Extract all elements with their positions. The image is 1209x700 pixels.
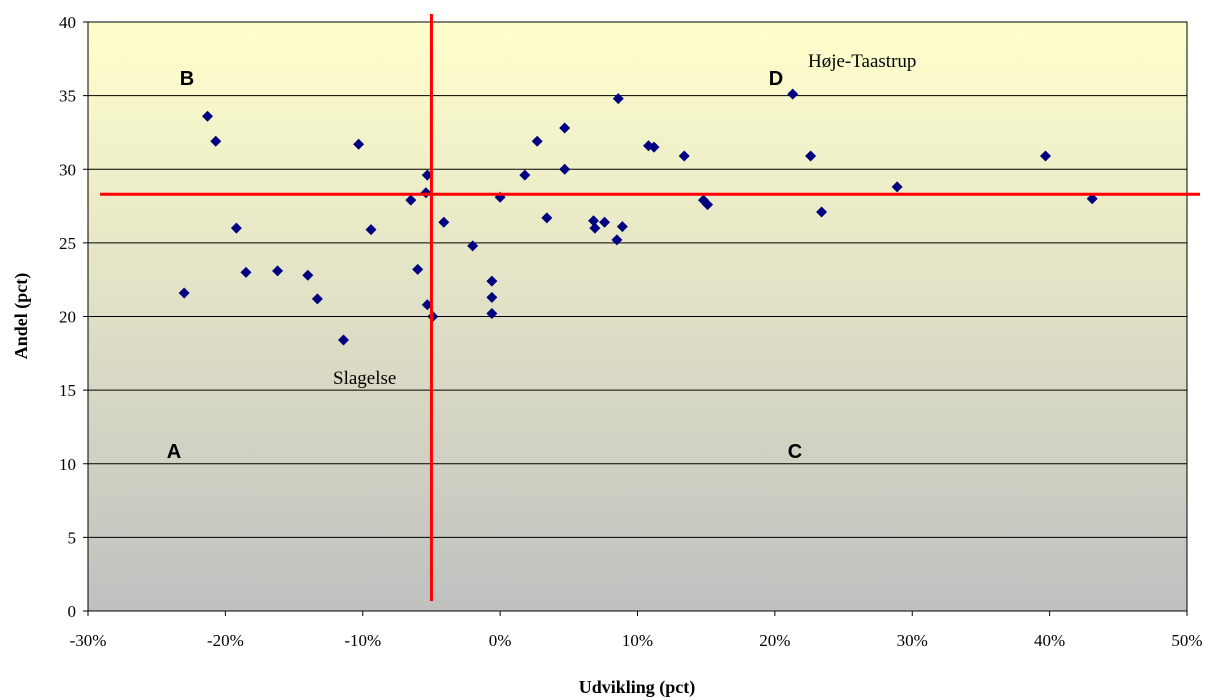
x-tick-label: -30% bbox=[70, 631, 107, 650]
y-tick-label: 40 bbox=[59, 13, 76, 32]
data-point bbox=[486, 308, 498, 320]
data-point bbox=[559, 122, 571, 134]
quadrant-label-a: A bbox=[167, 441, 181, 463]
data-point bbox=[599, 216, 611, 228]
quadrant-label-d: D bbox=[769, 68, 783, 90]
x-tick-label: -20% bbox=[207, 631, 244, 650]
data-point bbox=[338, 334, 350, 346]
data-point bbox=[678, 150, 690, 162]
data-point bbox=[559, 163, 571, 175]
data-point bbox=[541, 212, 553, 224]
data-points bbox=[178, 88, 1098, 346]
data-point bbox=[891, 181, 903, 193]
y-tick-label: 15 bbox=[59, 381, 76, 400]
data-point bbox=[611, 234, 623, 246]
data-point bbox=[805, 150, 817, 162]
y-tick-label: 25 bbox=[59, 234, 76, 253]
data-point bbox=[202, 110, 214, 122]
data-point bbox=[589, 222, 601, 234]
y-tick-label: 20 bbox=[59, 308, 76, 327]
y-tick-label: 10 bbox=[59, 455, 76, 474]
data-point bbox=[467, 240, 479, 252]
data-point bbox=[405, 194, 417, 206]
data-point bbox=[210, 135, 222, 147]
x-tick-label: 0% bbox=[489, 631, 512, 650]
x-tick-label: -10% bbox=[344, 631, 381, 650]
data-point bbox=[787, 88, 799, 100]
data-point bbox=[230, 222, 242, 234]
y-tick-label: 5 bbox=[68, 528, 77, 547]
data-point bbox=[178, 287, 190, 299]
data-point bbox=[412, 263, 424, 275]
annotation-slagelse: Slagelse bbox=[333, 368, 396, 389]
grid-lines bbox=[88, 95, 1187, 538]
data-point bbox=[365, 224, 377, 236]
data-point bbox=[1086, 193, 1098, 205]
data-point bbox=[272, 265, 284, 277]
data-point bbox=[311, 293, 323, 305]
data-point bbox=[486, 275, 498, 287]
x-axis-ticks: -30% -20% -10% 0% 10% 20% 30% 40% 50% bbox=[70, 611, 1203, 650]
x-tick-label: 40% bbox=[1034, 631, 1065, 650]
data-point bbox=[486, 291, 498, 303]
data-point bbox=[702, 199, 714, 211]
data-point bbox=[240, 266, 252, 278]
x-axis-title: Udvikling (pct) bbox=[579, 677, 696, 698]
quadrant-label-b: B bbox=[180, 68, 194, 90]
annotation-hoeje-taastrup: Høje-Taastrup bbox=[808, 51, 916, 72]
y-tick-label: 0 bbox=[68, 602, 77, 621]
x-tick-label: 30% bbox=[897, 631, 928, 650]
data-point bbox=[531, 135, 543, 147]
x-tick-label: 50% bbox=[1171, 631, 1202, 650]
data-point bbox=[816, 206, 828, 218]
y-tick-label: 35 bbox=[59, 87, 76, 106]
data-point bbox=[519, 169, 531, 181]
data-point bbox=[302, 269, 314, 281]
y-tick-label: 30 bbox=[59, 160, 76, 179]
data-point bbox=[438, 216, 450, 228]
data-point bbox=[616, 221, 628, 233]
y-axis-ticks: 0 5 10 15 20 25 30 35 40 bbox=[59, 13, 88, 621]
data-point bbox=[612, 93, 624, 105]
x-tick-label: 20% bbox=[759, 631, 790, 650]
data-point bbox=[648, 141, 660, 153]
data-point bbox=[353, 138, 365, 150]
data-point bbox=[1040, 150, 1052, 162]
quadrant-label-c: C bbox=[788, 441, 802, 463]
data-point bbox=[588, 215, 600, 227]
y-axis-title: Andel (pct) bbox=[11, 273, 32, 360]
x-tick-label: 10% bbox=[622, 631, 653, 650]
